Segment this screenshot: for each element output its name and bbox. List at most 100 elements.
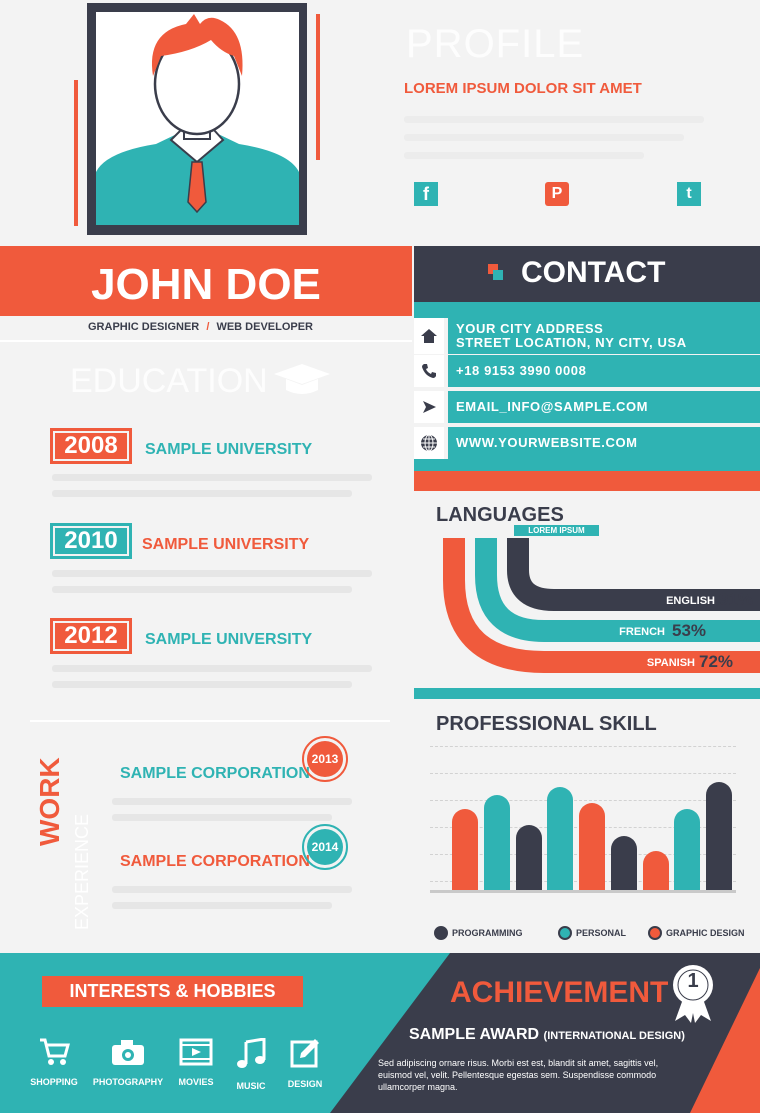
profile-text-line <box>404 152 644 159</box>
language-name: SPANISH <box>646 657 695 669</box>
legend-personal: PERSONAL <box>558 926 626 940</box>
education-year: 2012 <box>55 623 127 649</box>
work-year: 2014 <box>307 829 343 865</box>
person-roles: GRAPHIC DESIGNER / WEB DEVELOPER <box>88 321 313 333</box>
legend-graphic-design: GRAPHIC DESIGN <box>648 926 745 940</box>
legend-label: GRAPHIC DESIGN <box>666 928 745 938</box>
language-arc-english <box>507 538 760 611</box>
language-name: ENGLISH <box>666 595 715 607</box>
legend-programming: PROGRAMMING <box>434 926 523 940</box>
languages-title: LANGUAGES <box>436 504 564 526</box>
role-secondary: WEB DEVELOPER <box>216 321 314 333</box>
legend-label: PROGRAMMING <box>452 928 523 938</box>
legend-label: PERSONAL <box>576 928 627 938</box>
hobby-label: MOVIES <box>178 1077 214 1087</box>
award-note: (INTERNATIONAL DESIGN) <box>543 1030 685 1042</box>
education-school: SAMPLE UNIVERSITY <box>145 441 313 458</box>
twitter-icon[interactable]: t <box>677 182 701 206</box>
contact-strip-bottom <box>414 459 760 471</box>
skill-bar <box>515 825 542 890</box>
pinterest-icon[interactable]: P <box>545 182 569 206</box>
cart-icon <box>40 1038 70 1065</box>
divider <box>30 720 390 722</box>
hobbies-title: INTERESTS & HOBBIES <box>42 976 303 1007</box>
skill-bar <box>674 809 701 890</box>
avatar <box>96 12 299 225</box>
award-rank: 1 <box>687 970 699 992</box>
work-company: SAMPLE CORPORATION <box>120 853 310 870</box>
contact-email-bar: EMAIL_INFO@SAMPLE.COM <box>448 391 760 423</box>
globe-icon <box>414 427 444 459</box>
year-badge: 2010 <box>50 523 132 559</box>
contact-website[interactable]: WWW.YOURWEBSITE.COM <box>456 435 638 450</box>
skill-bar <box>610 836 637 890</box>
skill-bar <box>483 795 510 890</box>
work-text-line <box>112 798 352 805</box>
legend-dot-icon <box>434 926 448 940</box>
contact-website-row: WWW.YOURWEBSITE.COM <box>414 427 760 459</box>
award-name: SAMPLE AWARD <box>409 1026 540 1043</box>
address-line-1: YOUR CITY ADDRESS <box>456 321 604 336</box>
contact-phone[interactable]: +18 9153 3990 0008 <box>456 363 587 378</box>
education-text-line <box>52 665 372 672</box>
address-line-2: STREET LOCATION, NY CITY, USA <box>456 335 687 350</box>
languages-arcs <box>443 538 760 673</box>
photo-accent-line-left <box>74 80 78 226</box>
name-banner <box>0 246 412 316</box>
divider <box>0 340 412 342</box>
contact-strip <box>414 302 760 318</box>
facebook-icon[interactable]: f <box>414 182 438 206</box>
legend-dot-icon <box>648 926 662 940</box>
contact-email[interactable]: EMAIL_INFO@SAMPLE.COM <box>456 399 649 414</box>
person-name: JOHN DOE <box>91 260 321 309</box>
hobby-photography: PHOTOGRAPHY <box>86 1038 170 1091</box>
work-text-line <box>112 886 352 893</box>
skill-bar <box>642 851 669 890</box>
hobby-design: DESIGN <box>280 1038 330 1091</box>
language-arc-french <box>475 538 760 642</box>
film-icon <box>179 1038 213 1066</box>
skill-bar <box>579 803 606 890</box>
legend-dot-icon <box>558 926 572 940</box>
work-year-badge: 2014 <box>302 824 348 870</box>
hobby-shopping: SHOPPING <box>22 1038 86 1091</box>
skills-chart <box>430 740 736 910</box>
work-subtitle: EXPERIENCE <box>72 813 92 930</box>
education-text-line <box>52 570 372 577</box>
profile-text-line <box>404 134 684 141</box>
contact-phone-bar: +18 9153 3990 0008 <box>448 355 760 387</box>
education-text-line <box>52 681 352 688</box>
education-title: EDUCATION <box>70 362 268 400</box>
hobby-movies: MOVIES <box>170 1038 222 1091</box>
chart-gridline <box>430 800 736 801</box>
chart-gridline <box>430 773 736 774</box>
education-text-line <box>52 490 352 497</box>
contact-address-row: YOUR CITY ADDRESS STREET LOCATION, NY CI… <box>414 318 760 354</box>
profile-text-line <box>404 116 704 123</box>
contact-square-icon <box>493 270 503 280</box>
education-text-line <box>52 586 352 593</box>
education-year: 2008 <box>55 433 127 459</box>
phone-icon <box>414 355 444 387</box>
award-heading: SAMPLE AWARD (INTERNATIONAL DESIGN) <box>409 1026 685 1044</box>
role-separator: / <box>206 321 210 333</box>
language-arc-spanish <box>443 538 760 673</box>
skill-bar <box>452 809 478 890</box>
hobby-music: MUSIC <box>222 1037 280 1091</box>
contact-strip-coral <box>414 471 760 491</box>
chart-axis <box>430 890 736 893</box>
contact-square-icon <box>488 264 498 274</box>
work-text-line <box>112 902 332 909</box>
hobby-label: PHOTOGRAPHY <box>92 1077 164 1087</box>
education-text-line <box>52 474 372 481</box>
pencil-icon <box>290 1039 319 1068</box>
year-badge: 2012 <box>50 618 132 654</box>
languages-tag: LOREM IPSUM <box>514 525 599 536</box>
language-percent: 91% <box>719 590 754 609</box>
contact-title: CONTACT <box>521 256 666 289</box>
role-primary: GRAPHIC DESIGNER <box>88 321 200 333</box>
language-percent: 72% <box>699 652 734 671</box>
section-strip <box>414 688 760 699</box>
education-school: SAMPLE UNIVERSITY <box>142 536 310 553</box>
send-icon <box>414 391 444 423</box>
